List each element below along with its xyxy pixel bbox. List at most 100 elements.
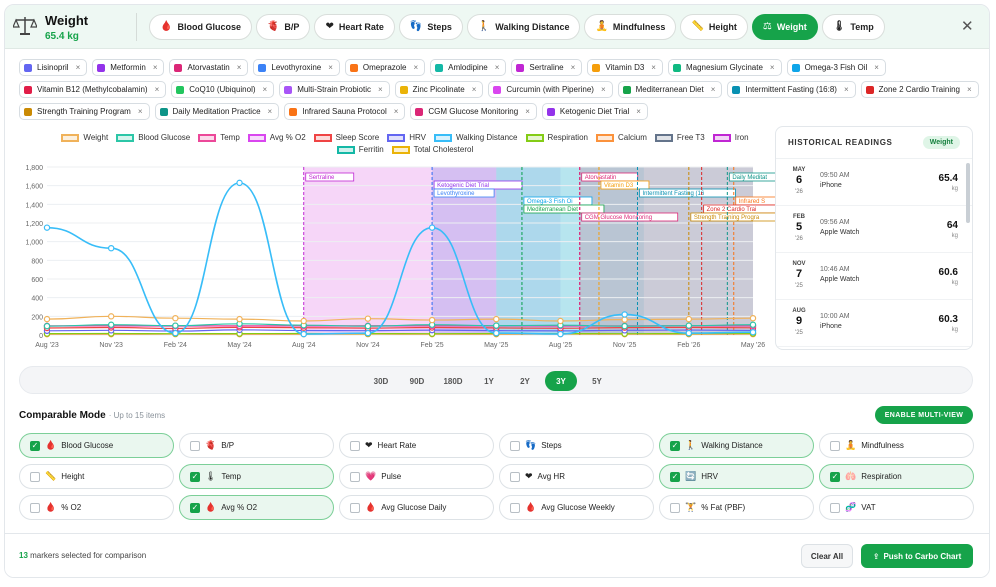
- range-2y[interactable]: 2Y: [520, 376, 530, 386]
- checkbox[interactable]: ✓: [190, 502, 200, 513]
- reading-row[interactable]: AUG 9 '25 10:00 AM iPhone 60.3 kg: [776, 300, 972, 347]
- legend-item-hrv[interactable]: HRV: [387, 133, 426, 142]
- range-1y[interactable]: 1Y: [484, 376, 494, 386]
- remove-chip-icon[interactable]: ×: [75, 63, 81, 72]
- remove-chip-icon[interactable]: ×: [651, 63, 656, 72]
- checkbox[interactable]: [350, 471, 360, 482]
- legend-item-calcium[interactable]: Calcium: [595, 133, 647, 142]
- compare-option-height[interactable]: 📏 Height: [19, 464, 174, 489]
- compare-option-avg-glucose-weekly[interactable]: 🩸 Avg Glucose Weekly: [499, 495, 654, 520]
- push-to-carbo-chart-button[interactable]: ⇪ Push to Carbo Chart: [861, 544, 973, 568]
- legend-item-free-t3[interactable]: Free T3: [654, 133, 705, 142]
- checkbox[interactable]: [190, 440, 200, 451]
- data-point: [621, 316, 628, 323]
- compare-option-walking-distance[interactable]: ✓ 🚶 Walking Distance: [659, 433, 814, 458]
- checkbox[interactable]: [350, 440, 360, 451]
- compare-option-avg-glucose-daily[interactable]: 🩸 Avg Glucose Daily: [339, 495, 494, 520]
- remove-chip-icon[interactable]: ×: [393, 107, 399, 116]
- range-30d[interactable]: 30D: [373, 376, 389, 386]
- remove-chip-icon[interactable]: ×: [471, 85, 477, 94]
- data-point: [107, 321, 115, 328]
- remove-chip-icon[interactable]: ×: [236, 63, 242, 72]
- remove-chip-icon[interactable]: ×: [413, 63, 419, 72]
- tab-height[interactable]: 📏 Height: [680, 14, 748, 40]
- tab-weight[interactable]: ⚖ Weight: [751, 14, 818, 40]
- remove-chip-icon[interactable]: ×: [967, 85, 972, 94]
- drop-icon: 🩸: [45, 502, 57, 512]
- checkbox[interactable]: ✓: [190, 471, 200, 482]
- range-5y[interactable]: 5Y: [592, 376, 602, 386]
- compare-option-o2[interactable]: 🩸 % O2: [19, 495, 174, 520]
- compare-option-temp[interactable]: ✓ 🌡 Temp: [179, 464, 334, 489]
- compare-option-mindfulness[interactable]: 🧘 Mindfulness: [819, 433, 974, 458]
- compare-option-blood-glucose[interactable]: ✓ 🩸 Blood Glucose: [19, 433, 174, 458]
- reading-row[interactable]: NOV 7 '25 10:46 AM Apple Watch 60.6 kg: [776, 253, 972, 300]
- compare-option-vat[interactable]: 🧬 VAT: [819, 495, 974, 520]
- tab-heart-rate[interactable]: ❤ Heart Rate: [314, 14, 395, 40]
- checkbox[interactable]: [30, 502, 40, 513]
- checkbox[interactable]: [510, 471, 520, 482]
- remove-chip-icon[interactable]: ×: [137, 107, 143, 116]
- tab-mindfulness[interactable]: 🧘 Mindfulness: [584, 14, 677, 40]
- compare-option-avg-o2[interactable]: ✓ 🩸 Avg % O2: [179, 495, 334, 520]
- legend-item-iron[interactable]: Iron: [712, 133, 749, 142]
- legend-item-temp[interactable]: Temp: [198, 133, 240, 142]
- compare-option-avg-hr[interactable]: ❤ Avg HR: [499, 464, 654, 489]
- compare-option-steps[interactable]: 👣 Steps: [499, 433, 654, 458]
- compare-option-respiration[interactable]: ✓ 🫁 Respiration: [819, 464, 974, 489]
- remove-chip-icon[interactable]: ×: [570, 63, 576, 72]
- legend-item-weight[interactable]: Weight: [61, 133, 108, 142]
- legend-item-avg-o2[interactable]: Avg % O2: [247, 133, 306, 142]
- readings-scrollbar[interactable]: [966, 163, 970, 223]
- remove-chip-icon[interactable]: ×: [843, 85, 849, 94]
- remove-chip-icon[interactable]: ×: [636, 107, 641, 116]
- range-180d[interactable]: 180D: [443, 376, 463, 386]
- compare-option-heart-rate[interactable]: ❤ Heart Rate: [339, 433, 494, 458]
- checkbox[interactable]: ✓: [670, 440, 680, 451]
- checkbox[interactable]: ✓: [30, 440, 40, 451]
- checkbox[interactable]: ✓: [830, 471, 840, 482]
- remove-chip-icon[interactable]: ×: [154, 85, 160, 94]
- remove-chip-icon[interactable]: ×: [267, 107, 273, 116]
- checkbox[interactable]: [510, 440, 520, 451]
- checkbox[interactable]: [30, 471, 40, 482]
- reading-row[interactable]: FEB 5 '26 09:56 AM Apple Watch 64 kg: [776, 206, 972, 253]
- remove-chip-icon[interactable]: ×: [710, 85, 716, 94]
- legend-item-blood-glucose[interactable]: Blood Glucose: [116, 133, 190, 142]
- compare-option-pulse[interactable]: 💗 Pulse: [339, 464, 494, 489]
- checkbox[interactable]: [830, 502, 840, 513]
- compare-option-hrv[interactable]: ✓ 🔄 HRV: [659, 464, 814, 489]
- remove-chip-icon[interactable]: ×: [328, 63, 333, 72]
- compare-option-b-p[interactable]: 🫀 B/P: [179, 433, 334, 458]
- tab-walking-distance[interactable]: 🚶 Walking Distance: [466, 14, 581, 40]
- reading-row[interactable]: MAY 6 '26 09:50 AM iPhone 65.4 kg: [776, 159, 972, 206]
- range-90d[interactable]: 90D: [409, 376, 425, 386]
- tab-b-p[interactable]: 🫀 B/P: [255, 14, 311, 40]
- checkbox[interactable]: [830, 440, 840, 451]
- checkbox[interactable]: [350, 502, 360, 513]
- checkbox[interactable]: ✓: [670, 471, 680, 482]
- legend-item-sleep-score[interactable]: Sleep Score: [313, 133, 379, 142]
- clear-all-button[interactable]: Clear All: [801, 544, 853, 568]
- remove-chip-icon[interactable]: ×: [600, 85, 606, 94]
- legend-item-respiration[interactable]: Respiration: [525, 133, 588, 142]
- remove-chip-icon[interactable]: ×: [769, 63, 775, 72]
- tab-steps[interactable]: 👣 Steps: [398, 14, 463, 40]
- remove-chip-icon[interactable]: ×: [152, 63, 158, 72]
- legend-item-walking-distance[interactable]: Walking Distance: [434, 133, 518, 142]
- legend-item-total-cholesterol[interactable]: Total Cholesterol: [391, 145, 473, 154]
- remove-chip-icon[interactable]: ×: [494, 63, 500, 72]
- remove-chip-icon[interactable]: ×: [262, 85, 268, 94]
- remove-chip-icon[interactable]: ×: [378, 85, 383, 94]
- checkbox[interactable]: [510, 502, 520, 513]
- remove-chip-icon[interactable]: ×: [874, 63, 879, 72]
- legend-item-ferritin[interactable]: Ferritin: [336, 145, 384, 154]
- remove-chip-icon[interactable]: ×: [525, 107, 530, 116]
- checkbox[interactable]: [670, 502, 680, 513]
- enable-multi-view-button[interactable]: ENABLE MULTI-VIEW: [875, 406, 973, 424]
- tab-temp[interactable]: 🌡 Temp: [821, 14, 885, 40]
- range-3y[interactable]: 3Y: [545, 371, 577, 391]
- compare-option-fat-pbf[interactable]: 🏋 % Fat (PBF): [659, 495, 814, 520]
- close-icon[interactable]: ✕: [961, 18, 974, 35]
- tab-blood-glucose[interactable]: 🩸 Blood Glucose: [149, 14, 252, 40]
